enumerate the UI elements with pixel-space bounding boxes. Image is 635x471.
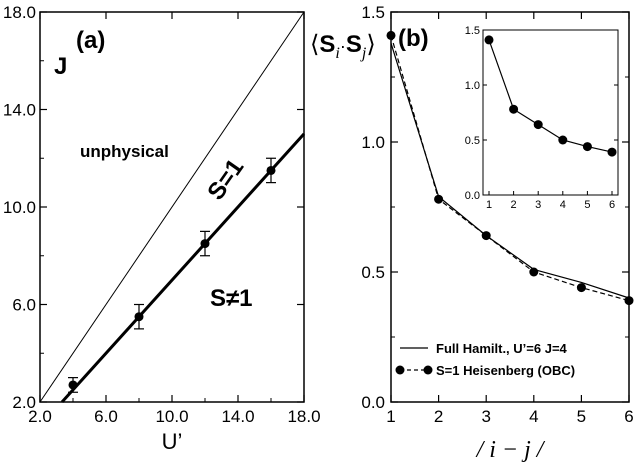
y-tick-label-a: 6.0	[12, 296, 36, 315]
data-point-heisenberg	[386, 30, 396, 40]
inset-y-tick-label: 1.5	[465, 25, 480, 37]
x-tick-label-b: 3	[481, 407, 490, 426]
y-tick-label-a: 2.0	[12, 393, 36, 412]
diagonal-line	[39, 11, 305, 403]
inset-chart: 1 2 3 4 5 6 0.0 0.5 1.0 1.5	[465, 25, 619, 211]
x-tick-label-b: 4	[529, 407, 538, 426]
region-label-s-not-1: S≠1	[210, 285, 253, 312]
x-tick-label-b: 1	[386, 407, 395, 426]
inset-data-point	[607, 147, 617, 157]
inset-data-point	[484, 35, 494, 45]
y-tick-label-b: 0.0	[361, 393, 385, 412]
inset-y-tick-label: 1.0	[465, 80, 480, 92]
y-tick-label-b: 1.5	[361, 3, 385, 22]
inset-x-tick-label: 2	[511, 199, 517, 211]
region-label-s-equals-1: S=1	[202, 154, 249, 205]
x-tick-label-a: 6.0	[94, 407, 118, 426]
inset-x-tick-label: 5	[584, 199, 590, 211]
legend: Full Hamilt., U’=6 J=4 S=1 Heisenberg (O…	[395, 341, 575, 378]
y-axis-title-a: J	[54, 53, 67, 80]
data-point-heisenberg	[529, 267, 539, 277]
inset-x-tick-label: 4	[560, 199, 566, 211]
x-tick-label-a: 14.0	[221, 407, 254, 426]
inset-data-point	[533, 120, 543, 130]
series-line-full-hamiltonian	[390, 43, 630, 299]
x-tick-label-a: 10.0	[155, 407, 188, 426]
data-point-a	[200, 239, 210, 249]
legend-marker-heisenberg-right	[423, 365, 433, 375]
legend-label-heisenberg: S=1 Heisenberg (OBC)	[436, 363, 575, 378]
inset-x-tick-label: 3	[535, 199, 541, 211]
data-point-a	[266, 165, 276, 175]
inset-y-tick-label: 0.0	[465, 190, 480, 202]
inset-frame	[482, 29, 619, 196]
series-line-heisenberg	[390, 35, 630, 302]
inset-data-point	[509, 104, 519, 114]
panel-b: (b) ⟨Si·Sj⟩ / i − j / 1 2 3 4 5 6 0.0 0.5 1.0 1.5…	[310, 3, 634, 463]
data-point-a	[68, 380, 78, 390]
y-tick-label-b: 0.5	[361, 263, 385, 282]
inset-y-tick-label: 0.5	[465, 135, 480, 147]
legend-marker-heisenberg-left	[395, 365, 405, 375]
legend-label-full-hamiltonian: Full Hamilt., U’=6 J=4	[436, 341, 568, 356]
x-axis-title-b: / i − j /	[475, 437, 546, 463]
region-label-unphysical: unphysical	[80, 142, 169, 161]
svg-text:⟨Si·Sj⟩: ⟨Si·Sj⟩	[310, 31, 376, 62]
x-axis-title-a: U’	[162, 429, 183, 454]
data-point-heisenberg	[576, 283, 586, 293]
data-point-heisenberg	[481, 231, 491, 241]
x-tick-label-a: 2.0	[28, 407, 52, 426]
inset-x-tick-label: 1	[486, 199, 492, 211]
panel-b-label: (b)	[398, 25, 429, 52]
y-tick-label-a: 14.0	[3, 101, 36, 120]
inset-data-point	[582, 142, 592, 152]
inset-data-point	[558, 135, 568, 145]
x-tick-label-b: 5	[577, 407, 586, 426]
panel-a: (a) J U’ unphysical S=1 S≠1 2.0 6.0 10.0 14…	[3, 3, 321, 454]
data-point-heisenberg	[434, 194, 444, 204]
y-tick-label-b: 1.0	[361, 133, 385, 152]
fit-line	[60, 132, 306, 404]
x-tick-label-b: 2	[434, 407, 443, 426]
y-tick-label-a: 10.0	[3, 198, 36, 217]
inset-x-tick-label: 6	[609, 199, 615, 211]
data-point-a	[134, 312, 144, 322]
x-tick-label-b: 6	[624, 407, 633, 426]
y-axis-title-b: ⟨Si·Sj⟩	[310, 31, 376, 62]
data-point-heisenberg	[624, 296, 634, 306]
panel-a-label: (a)	[76, 27, 105, 54]
y-tick-label-a: 18.0	[3, 3, 36, 22]
x-tick-label-a: 18.0	[287, 407, 320, 426]
